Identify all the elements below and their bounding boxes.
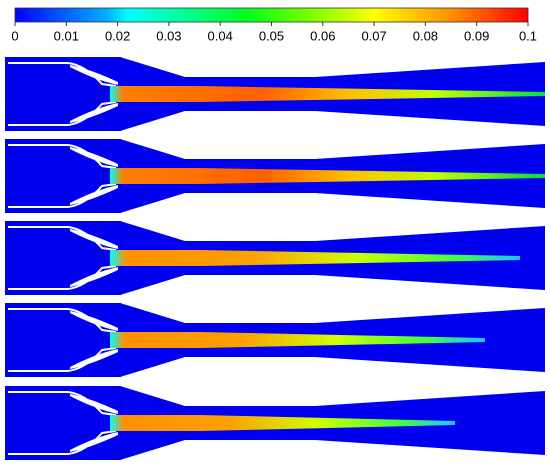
- chamber: [5, 386, 121, 460]
- tick-label: 0: [11, 28, 18, 43]
- chamber: [5, 221, 121, 295]
- tick-label: 0.03: [156, 28, 181, 43]
- tick-label: 0.1: [519, 28, 537, 43]
- nozzle-gap: [70, 147, 118, 205]
- tick-label: 0.07: [361, 28, 386, 43]
- tick-label: 0.05: [259, 28, 284, 43]
- nozzle-gap: [70, 394, 118, 452]
- nozzle-gap: [70, 229, 118, 287]
- jet: [110, 250, 520, 266]
- nozzle-gap: [70, 311, 118, 369]
- tick-label: 0.02: [105, 28, 130, 43]
- tick-label: 0.04: [208, 28, 233, 43]
- jet: [110, 332, 485, 348]
- chamber: [5, 57, 121, 131]
- nozzle-gap: [70, 65, 118, 123]
- jet: [110, 168, 545, 184]
- tick-label: 0.09: [464, 28, 489, 43]
- jet: [110, 86, 545, 102]
- contour-panels: [5, 57, 545, 460]
- colorbar: [14, 7, 529, 23]
- jet: [110, 415, 455, 431]
- tick-label: 0.08: [413, 28, 438, 43]
- chamber: [5, 303, 121, 377]
- tick-label: 0.01: [54, 28, 79, 43]
- chamber: [5, 139, 121, 213]
- tick-label: 0.06: [310, 28, 335, 43]
